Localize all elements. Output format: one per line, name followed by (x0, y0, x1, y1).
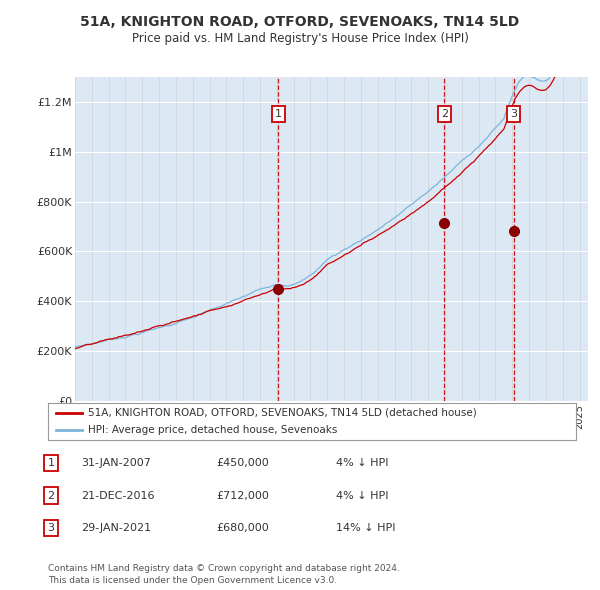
Text: 21-DEC-2016: 21-DEC-2016 (81, 491, 155, 500)
Text: 2: 2 (47, 491, 55, 500)
Text: Price paid vs. HM Land Registry's House Price Index (HPI): Price paid vs. HM Land Registry's House … (131, 32, 469, 45)
Text: 4% ↓ HPI: 4% ↓ HPI (336, 458, 389, 468)
Text: 2: 2 (441, 109, 448, 119)
Text: 1: 1 (47, 458, 55, 468)
Text: 29-JAN-2021: 29-JAN-2021 (81, 523, 151, 533)
Text: 51A, KNIGHTON ROAD, OTFORD, SEVENOAKS, TN14 5LD (detached house): 51A, KNIGHTON ROAD, OTFORD, SEVENOAKS, T… (88, 408, 476, 418)
Text: £680,000: £680,000 (216, 523, 269, 533)
Text: 3: 3 (510, 109, 517, 119)
Text: £450,000: £450,000 (216, 458, 269, 468)
Text: Contains HM Land Registry data © Crown copyright and database right 2024.
This d: Contains HM Land Registry data © Crown c… (48, 565, 400, 585)
Text: 3: 3 (47, 523, 55, 533)
Text: 31-JAN-2007: 31-JAN-2007 (81, 458, 151, 468)
Text: £712,000: £712,000 (216, 491, 269, 500)
Text: 1: 1 (275, 109, 282, 119)
Text: 51A, KNIGHTON ROAD, OTFORD, SEVENOAKS, TN14 5LD: 51A, KNIGHTON ROAD, OTFORD, SEVENOAKS, T… (80, 15, 520, 29)
Text: 4% ↓ HPI: 4% ↓ HPI (336, 491, 389, 500)
Text: 14% ↓ HPI: 14% ↓ HPI (336, 523, 395, 533)
Text: HPI: Average price, detached house, Sevenoaks: HPI: Average price, detached house, Seve… (88, 425, 337, 435)
